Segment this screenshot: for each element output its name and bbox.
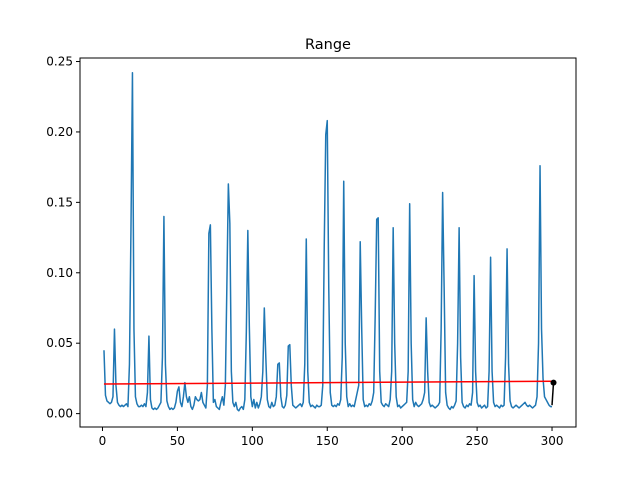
y-tick-label: 0.10	[46, 266, 73, 280]
x-tick-label: 300	[541, 434, 564, 448]
x-tick-label: 100	[241, 434, 264, 448]
x-tick-label: 250	[466, 434, 489, 448]
end-point-marker	[550, 379, 557, 386]
x-tick-label: 0	[99, 434, 107, 448]
y-tick-label: 0.00	[46, 407, 73, 421]
axes: 0 50 100 150 200 250 300 0.00 0.05 0.10 0.15 0.20 0.…	[46, 55, 577, 448]
chart-title: Range	[305, 37, 351, 53]
x-tick-label: 50	[170, 434, 185, 448]
series-line-end-segment	[551, 382, 555, 406]
x-tick-label: 150	[316, 434, 339, 448]
x-tick-label: 200	[391, 434, 414, 448]
series-line-trend	[103, 380, 554, 385]
plot-area	[103, 72, 557, 412]
y-tick-label: 0.15	[46, 195, 73, 209]
y-tick-label: 0.20	[46, 125, 73, 139]
y-tick-label: 0.25	[46, 55, 73, 69]
axes-frame	[79, 57, 577, 428]
series-line-range	[103, 72, 553, 412]
y-tick-label: 0.05	[46, 336, 73, 350]
